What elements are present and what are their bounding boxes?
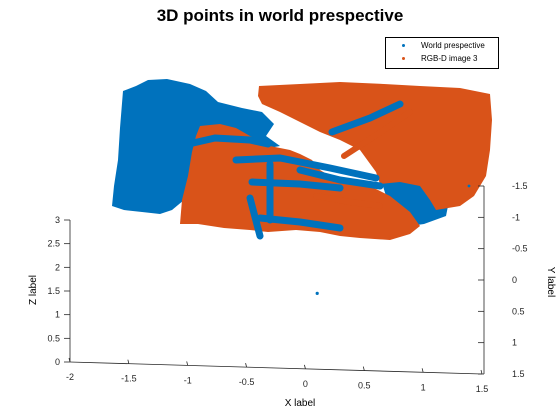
x-tick-label-0: -2 [66,372,74,382]
y-tick-label-2: -0.5 [512,244,528,254]
y-tick-label-1: -1 [512,212,520,222]
orange-streak-1 [313,193,383,209]
blue-streak-7 [256,214,344,232]
y-axis-label: Y label [545,267,556,297]
x-tick-6 [421,368,424,373]
blue-streak-1 [232,154,380,182]
z-tick-label-0: 0 [55,357,60,367]
legend-entry-world-prespective: World prespective [386,40,496,52]
x-tick-label-5: 0.5 [358,381,371,391]
y-tick-label-4: 0.5 [512,306,525,316]
legend: World prespective RGB-D image 3 [385,37,499,69]
z-tick-label-4: 2 [55,262,60,272]
y-tick-label-0: -1.5 [512,181,528,191]
x-tick-label-4: 0 [303,379,308,389]
x-tick-2 [186,361,189,366]
orange-streak-0 [341,109,413,159]
legend-label-rgbd-image-3: RGB-D image 3 [421,54,478,63]
x-tick-1 [127,359,130,364]
isolated-point [315,291,319,295]
blue-streak-0 [176,134,272,150]
z-tick-label-3: 1.5 [47,286,60,296]
z-tick-label-5: 2.5 [47,239,60,249]
blue-stray-point-1 [467,184,471,188]
chart-title: 3D points in world prespective [156,6,404,25]
x-tick-label-7: 1.5 [476,384,489,394]
x-tick-label-3: -0.5 [239,377,255,387]
y-tick-label-3: 0 [512,275,517,285]
point-clouds [112,79,492,295]
blue-streak-5 [246,194,264,240]
y-tick-label-6: 1.5 [512,369,525,379]
x-tick-label-2: -1 [184,375,192,385]
x-tick-5 [362,366,365,371]
z-tick-label-6: 3 [55,215,60,225]
legend-marker-rgbd-image-3 [402,57,405,60]
x-tick-7 [480,369,483,375]
blue-streak-6 [328,100,404,136]
orange-cloud-region-0 [258,82,492,210]
x-tick-3 [245,363,247,368]
blue-stray-point-0 [130,151,134,155]
x-axis-label: X label [285,398,316,409]
z-tick-label-1: 0.5 [47,333,60,343]
x-tick-0 [68,357,71,363]
x-tick-4 [304,364,306,369]
ticks: -2 -1.5 -1 -0.5 0 0.5 1 1.5 0 0.5 1 1.5 2 2.5 3 -1.5 -1 -… [47,181,527,394]
x-axis-line [69,361,483,375]
legend-entry-rgbd-image-3: RGB-D image 3 [386,53,496,65]
x-tick-label-1: -1.5 [121,374,137,384]
z-tick-label-2: 1 [55,310,60,320]
legend-label-world-prespective: World prespective [421,41,485,50]
z-axis-label: Z label [28,275,39,305]
y-tick-label-5: 1 [512,338,517,348]
legend-marker-world-prespective [402,44,405,47]
x-tick-label-6: 1 [421,382,426,392]
blue-streak-3 [296,166,384,190]
